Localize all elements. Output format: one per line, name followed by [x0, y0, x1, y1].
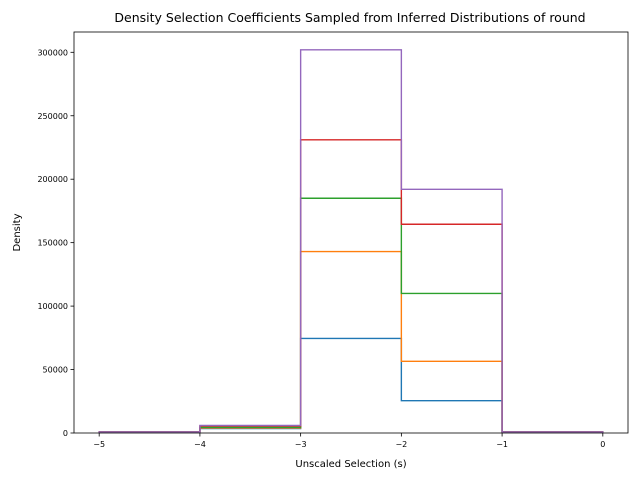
y-tick-label: 300000 [37, 48, 68, 57]
chart-title: Density Selection Coefficients Sampled f… [114, 10, 585, 25]
x-tick-label: 0 [600, 440, 605, 449]
series-line-5 [98, 49, 604, 433]
y-axis-label: Density [12, 213, 23, 251]
y-tick-label: 0 [63, 429, 68, 438]
y-tick-label: 150000 [37, 239, 68, 248]
y-tick-label: 200000 [37, 175, 68, 184]
x-tick-label: −2 [395, 440, 407, 449]
y-tick-label: 250000 [37, 112, 68, 121]
x-axis-ticks: −5 −4 −3 −2 −1 0 [93, 433, 605, 449]
y-axis-ticks: 0 50000 100000 150000 200000 250000 300000 [37, 48, 74, 438]
y-tick-label: 50000 [43, 366, 68, 375]
series-layer [98, 49, 604, 433]
x-tick-label: −5 [93, 440, 105, 449]
x-tick-label: −3 [295, 440, 307, 449]
x-tick-label: −4 [194, 440, 206, 449]
plot-frame [73, 31, 629, 434]
x-axis-label: Unscaled Selection (s) [295, 459, 406, 470]
y-tick-label: 100000 [37, 302, 68, 311]
x-tick-label: −1 [496, 440, 508, 449]
